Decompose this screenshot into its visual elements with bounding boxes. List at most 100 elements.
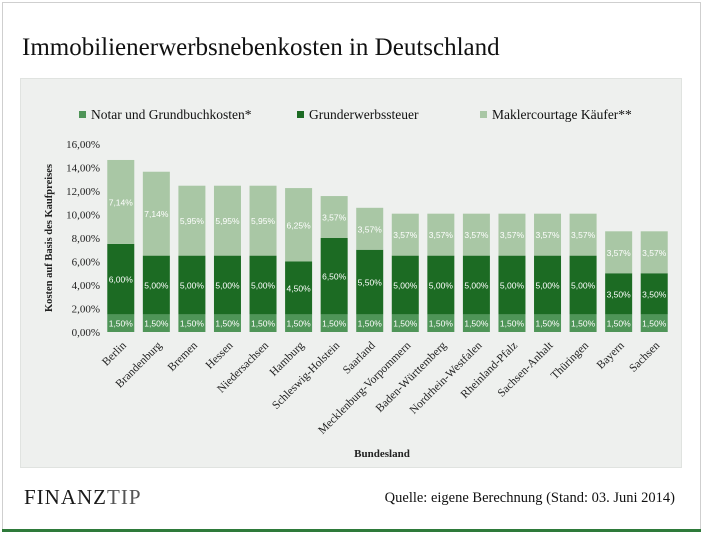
x-tick-label: Hessen xyxy=(204,339,236,371)
data-label: 3,57% xyxy=(500,230,525,240)
bar-segment xyxy=(498,255,526,315)
data-label: 1,50% xyxy=(109,319,134,329)
data-label: 1,50% xyxy=(464,319,489,329)
data-label: 1,50% xyxy=(322,319,347,329)
data-label: 1,50% xyxy=(642,319,667,329)
bar-segment xyxy=(249,185,277,256)
accent-line xyxy=(2,529,701,532)
legend-swatch xyxy=(480,111,487,118)
x-tick-label: Berlin xyxy=(100,339,129,368)
bar-segment xyxy=(462,314,490,332)
x-tick-label: Bremen xyxy=(166,339,200,373)
x-axis-title: Bundesland xyxy=(354,448,410,460)
data-label: 5,50% xyxy=(358,278,383,288)
y-tick-label: 4,00% xyxy=(72,280,100,292)
data-label: 7,14% xyxy=(144,209,169,219)
data-label: 1,50% xyxy=(393,319,418,329)
bar-segment xyxy=(427,213,455,256)
bar-segment xyxy=(498,213,526,256)
bar-segment xyxy=(356,207,384,250)
bar-segment xyxy=(285,314,313,332)
bar-segment xyxy=(285,188,313,262)
bar-segment xyxy=(640,273,668,315)
data-label: 5,00% xyxy=(144,281,169,291)
bar-segment xyxy=(569,314,597,332)
data-label: 1,50% xyxy=(287,319,312,329)
data-label: 5,00% xyxy=(180,281,205,291)
source-note: Quelle: eigene Berechnung (Stand: 03. Ju… xyxy=(384,490,675,506)
bar-segment xyxy=(605,273,633,315)
bar-segment xyxy=(320,196,348,238)
bar-segment xyxy=(142,255,170,315)
data-label: 3,50% xyxy=(607,289,632,299)
data-label: 5,95% xyxy=(180,216,205,226)
data-label: 5,00% xyxy=(500,281,525,291)
bar-segment xyxy=(462,213,490,256)
data-label: 1,50% xyxy=(607,319,632,329)
data-label: 6,00% xyxy=(109,275,134,285)
data-label: 3,57% xyxy=(464,230,489,240)
data-label: 3,57% xyxy=(393,230,418,240)
x-tick-label: Bayern xyxy=(595,339,627,371)
y-tick-label: 6,00% xyxy=(72,257,100,269)
legend-swatch xyxy=(297,111,304,118)
bar-segment xyxy=(391,314,419,332)
legend-label: Grunderwerbssteuer xyxy=(309,107,419,122)
legend-label: Notar und Grundbuchkosten* xyxy=(91,107,252,122)
data-label: 1,50% xyxy=(144,319,169,329)
legend-label: Maklercourtage Käufer** xyxy=(492,107,632,122)
bar-segment xyxy=(213,185,241,256)
data-label: 1,50% xyxy=(215,319,240,329)
bar-segment xyxy=(107,314,135,332)
stacked-bar-chart: Notar und Grundbuchkosten* Grunderwerbsst… xyxy=(44,107,668,460)
y-tick-label: 10,00% xyxy=(66,210,100,222)
bar-segment xyxy=(285,261,313,315)
y-tick-label: 12,00% xyxy=(66,186,100,198)
brand-logo: FINANZTIP xyxy=(24,485,142,510)
data-label: 1,50% xyxy=(358,319,383,329)
data-label: 5,00% xyxy=(393,281,418,291)
bar-segment xyxy=(356,314,384,332)
bar-segment xyxy=(249,255,277,315)
bar-segment xyxy=(534,213,562,256)
bar-segment xyxy=(142,171,170,256)
data-label: 6,50% xyxy=(322,272,347,282)
bar-segment xyxy=(462,255,490,315)
legend-swatch xyxy=(79,111,86,118)
page-title: Immobilienerwerbsnebenkosten in Deutschl… xyxy=(22,34,500,61)
data-label: 3,50% xyxy=(642,289,667,299)
data-label: 5,00% xyxy=(464,281,489,291)
bar-segment xyxy=(427,314,455,332)
data-label: 3,57% xyxy=(571,230,596,240)
bar-segment xyxy=(178,314,206,332)
x-tick-label: Thüringen xyxy=(549,339,592,382)
bar-segment xyxy=(569,213,597,256)
y-tick-label: 14,00% xyxy=(66,163,100,175)
bar-segment xyxy=(534,255,562,315)
bar-segment xyxy=(605,314,633,332)
bar-segment xyxy=(427,255,455,315)
bar-segment xyxy=(142,314,170,332)
bar-segment xyxy=(213,314,241,332)
bar-segment xyxy=(640,231,668,274)
data-label: 3,57% xyxy=(535,230,560,240)
data-label: 1,50% xyxy=(251,319,276,329)
data-label: 1,50% xyxy=(571,319,596,329)
bar-segment xyxy=(534,314,562,332)
data-label: 1,50% xyxy=(180,319,205,329)
data-label: 5,00% xyxy=(429,281,454,291)
y-tick-label: 0,00% xyxy=(72,327,100,339)
bar-segment xyxy=(391,255,419,315)
bar-segment xyxy=(320,238,348,315)
bar-segment xyxy=(569,255,597,315)
y-axis-title: Kosten auf Basis des Kaufpreises xyxy=(44,164,55,312)
data-label: 5,00% xyxy=(215,281,240,291)
bar-segment xyxy=(320,314,348,332)
data-label: 4,50% xyxy=(287,283,312,293)
x-tick-label: Schleswig-Holstein xyxy=(270,339,342,411)
bar-segment xyxy=(107,159,135,244)
brand-logo-part1: FINANZ xyxy=(24,485,107,509)
data-label: 1,50% xyxy=(429,319,454,329)
data-label: 3,57% xyxy=(429,230,454,240)
data-label: 5,00% xyxy=(535,281,560,291)
